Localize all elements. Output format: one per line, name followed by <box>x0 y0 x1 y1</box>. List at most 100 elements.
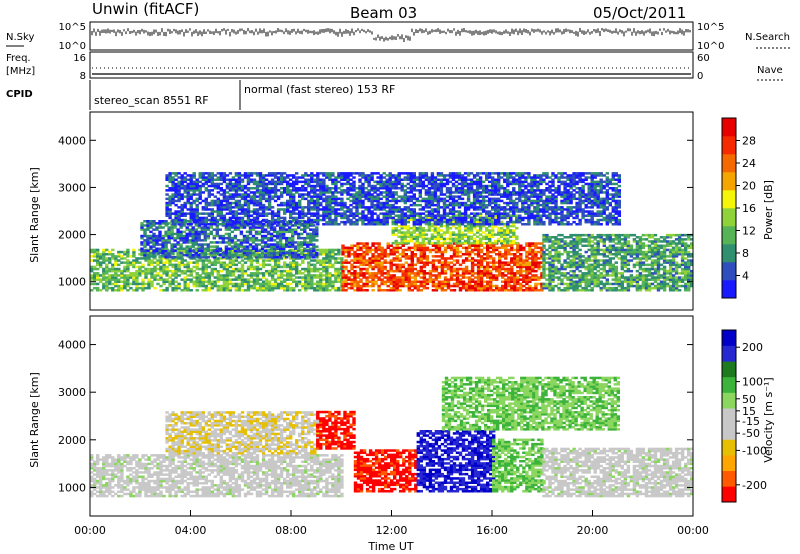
power-cell <box>179 232 183 236</box>
power-cell <box>581 276 585 279</box>
power-cell <box>404 276 408 279</box>
power-cell <box>328 257 332 260</box>
power-cell <box>260 241 265 244</box>
power-cell <box>174 199 178 203</box>
power-cell <box>557 240 561 243</box>
power-cell <box>310 282 314 286</box>
power-cell <box>126 250 130 254</box>
power-cell <box>464 246 469 250</box>
power-cell <box>347 272 351 275</box>
power-cell <box>201 208 205 211</box>
power-cell <box>674 280 679 283</box>
power-cell <box>641 246 646 250</box>
power-cell <box>260 256 265 259</box>
power-cell <box>135 282 139 286</box>
power-cell <box>147 278 151 281</box>
power-cell <box>602 233 606 237</box>
power-cell <box>409 218 413 221</box>
power-cell <box>162 261 166 264</box>
power-cell <box>347 286 351 290</box>
power-cell <box>171 201 175 205</box>
power-cell <box>186 199 190 203</box>
power-cell <box>260 249 265 253</box>
power-cell <box>325 274 329 277</box>
power-cell <box>158 239 162 242</box>
power-cell <box>566 265 570 269</box>
power-cell <box>620 255 624 258</box>
power-cell <box>207 184 211 188</box>
power-cell <box>442 233 447 236</box>
power-cell <box>289 278 293 281</box>
power-cell <box>114 261 118 264</box>
power-cell <box>383 267 387 271</box>
power-cell <box>146 226 150 229</box>
power-cell <box>608 263 612 267</box>
power-cell <box>386 289 390 292</box>
power-cell <box>167 241 171 244</box>
power-cell <box>398 267 402 271</box>
power-cell <box>412 224 416 228</box>
power-cell <box>458 274 463 277</box>
power-cell <box>344 261 348 264</box>
power-cell <box>236 224 241 227</box>
power-cell <box>525 253 529 256</box>
power-cell <box>96 289 100 292</box>
power-cell <box>413 248 417 252</box>
power-cell <box>500 220 504 224</box>
power-cell <box>186 182 190 186</box>
power-cell <box>443 261 448 264</box>
power-cell <box>534 269 538 273</box>
power-cell <box>653 278 658 281</box>
power-cell <box>171 286 175 290</box>
power-cell <box>635 278 640 281</box>
power-cell <box>397 235 401 238</box>
power-cell <box>147 286 151 290</box>
power-cell <box>295 265 299 269</box>
power-cell <box>437 246 442 250</box>
power-cell <box>108 286 112 290</box>
power-cell <box>102 267 106 271</box>
power-cell <box>180 176 184 179</box>
power-cell <box>494 224 498 228</box>
power-cell <box>272 243 277 246</box>
power-cell <box>111 286 115 290</box>
power-cell <box>475 214 480 217</box>
power-cell <box>222 276 227 279</box>
power-cell <box>671 250 676 254</box>
power-cell <box>680 261 685 264</box>
power-cell <box>219 269 223 273</box>
power-cell <box>466 239 471 243</box>
power-cell <box>431 267 436 271</box>
power-cell <box>504 267 508 271</box>
power-cell <box>463 235 468 238</box>
power-cell <box>291 243 295 246</box>
power-cell <box>213 269 217 273</box>
power-cell <box>596 259 600 262</box>
power-cell <box>252 265 257 269</box>
power-cell <box>479 259 484 262</box>
power-cell <box>283 261 287 264</box>
power-cell <box>626 289 631 292</box>
power-cell <box>644 278 649 281</box>
power-cell <box>483 267 487 271</box>
power-cell <box>466 227 471 230</box>
power-cell <box>406 231 410 234</box>
power-cell <box>306 232 310 236</box>
power-cell <box>192 218 196 222</box>
power-cell <box>545 284 549 288</box>
power-cell <box>485 227 489 230</box>
power-cell <box>168 201 172 205</box>
power-cell <box>614 255 618 258</box>
power-cell <box>674 265 679 269</box>
power-cell <box>164 251 168 255</box>
power-cell <box>176 247 180 250</box>
power-cell <box>222 289 227 292</box>
power-cell <box>328 284 332 288</box>
power-cell <box>464 267 469 271</box>
power-cell <box>439 241 444 245</box>
power-cell <box>507 244 511 247</box>
power-cell <box>446 246 451 250</box>
power-cell <box>138 269 142 273</box>
power-cell <box>221 241 226 244</box>
power-cell <box>488 239 492 243</box>
